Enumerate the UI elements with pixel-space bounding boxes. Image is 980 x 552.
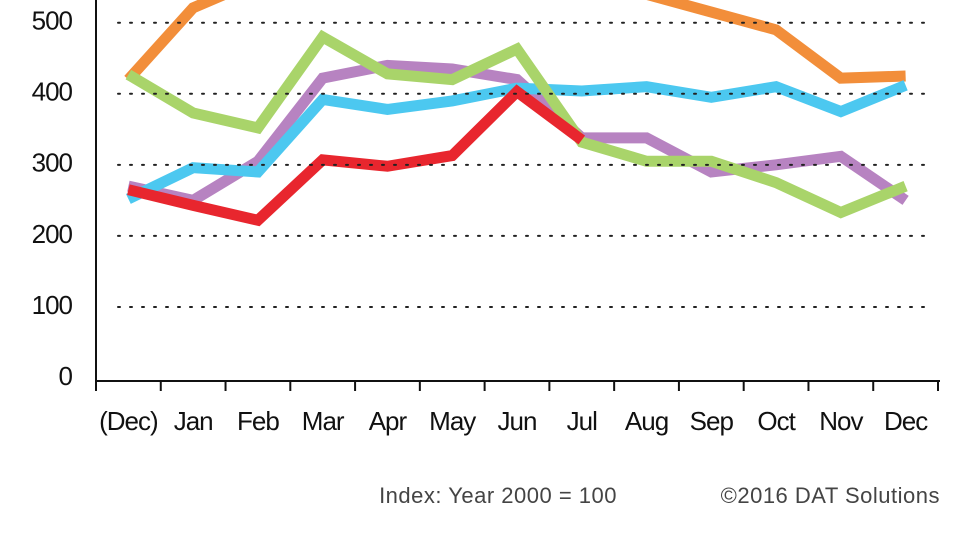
x-tick-label: Jun <box>498 406 537 436</box>
x-tick-label: May <box>429 406 476 436</box>
y-tick-label: 200 <box>32 219 73 249</box>
x-tick-label: Jul <box>567 406 597 436</box>
x-tick-label: Apr <box>369 406 408 436</box>
series-line <box>125 80 908 204</box>
y-tick-label: 400 <box>32 77 73 107</box>
x-tick-label: (Dec) <box>99 406 158 436</box>
x-tick-label: Aug <box>625 406 668 436</box>
x-tick-label: Jan <box>174 406 213 436</box>
copyright: ©2016 DAT Solutions <box>721 483 940 508</box>
series-line <box>127 59 909 207</box>
plot-area <box>124 0 909 227</box>
index-note: Index: Year 2000 = 100 <box>379 483 617 508</box>
y-tick-label: 300 <box>32 148 73 178</box>
y-tick-label: 100 <box>32 290 73 320</box>
series-line <box>125 29 908 219</box>
series-line <box>124 0 906 84</box>
series-line <box>127 84 586 227</box>
y-tick-label: 500 <box>32 6 73 36</box>
x-tick-label: Mar <box>302 406 345 436</box>
x-tick-label: Oct <box>757 406 796 436</box>
x-tick-label: Feb <box>237 406 279 436</box>
x-tick-label: Sep <box>690 406 734 436</box>
y-tick-label: 0 <box>59 361 73 391</box>
x-tick-label: Nov <box>819 406 863 436</box>
x-tick-label: Dec <box>884 406 928 436</box>
